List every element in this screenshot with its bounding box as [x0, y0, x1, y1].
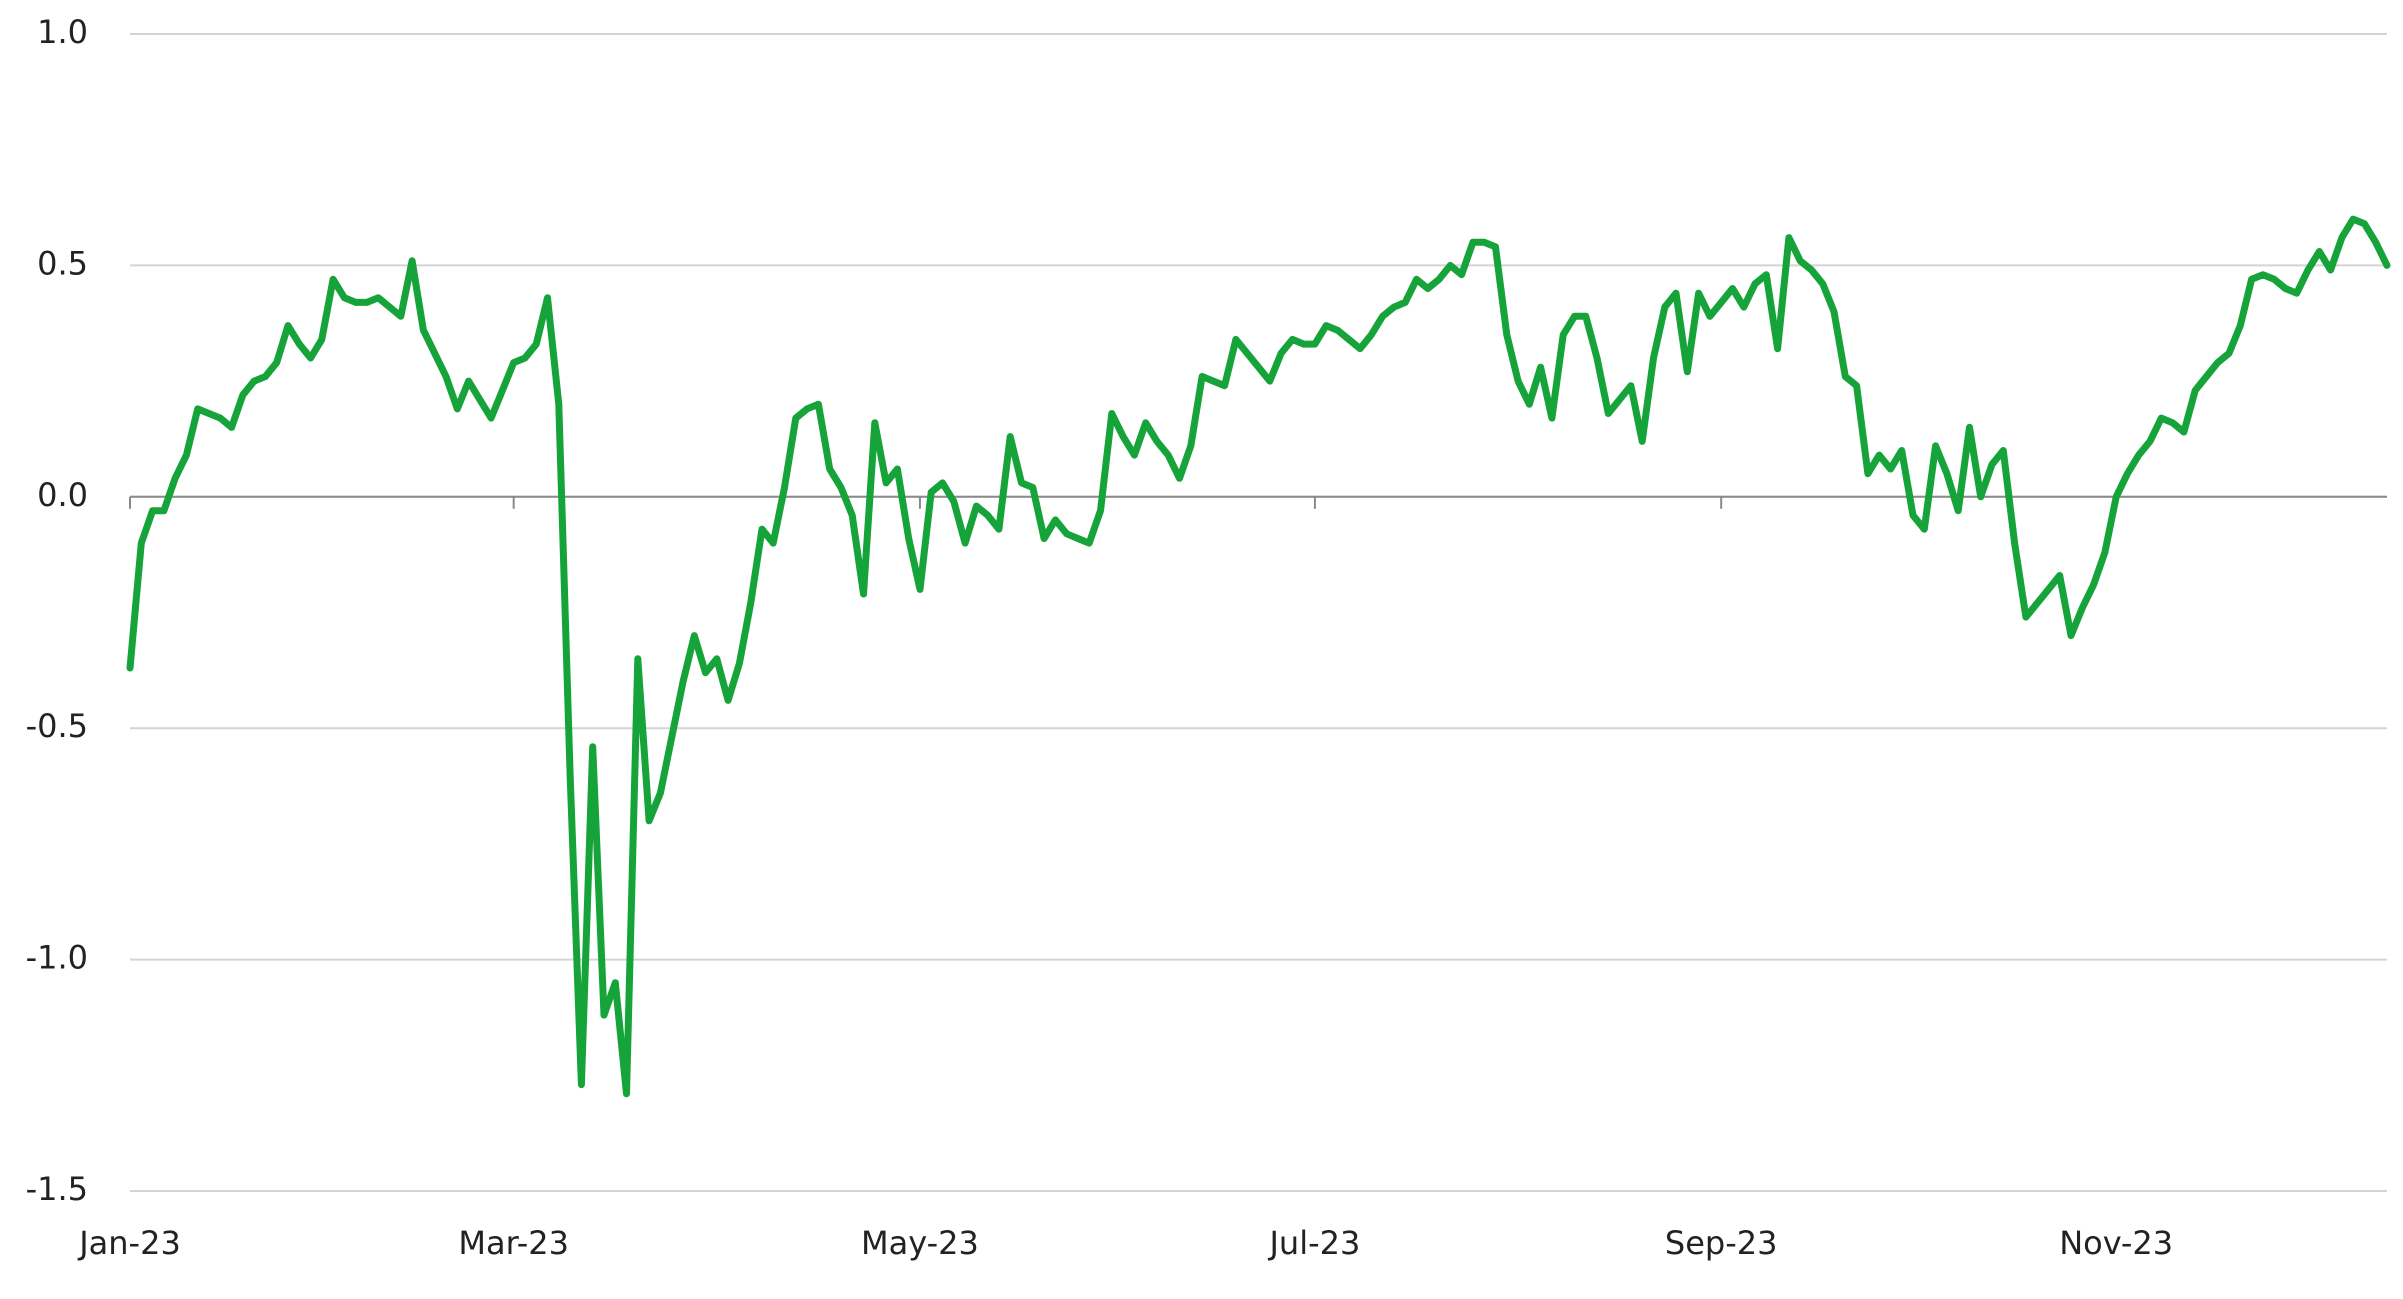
y-tick-label: 1.0 — [37, 13, 88, 51]
line-series — [126, 215, 2391, 1098]
y-tick-label: -1.5 — [26, 1170, 88, 1208]
x-tick-label: Nov-23 — [2059, 1224, 2173, 1262]
x-tick-label: May-23 — [861, 1224, 979, 1262]
y-tick-label: -1.0 — [26, 939, 88, 977]
x-tick-label: Mar-23 — [458, 1224, 569, 1262]
y-tick-label: 0.5 — [37, 244, 88, 282]
y-tick-label: 0.0 — [37, 476, 88, 514]
x-tick-label: Sep-23 — [1665, 1224, 1778, 1262]
y-tick-label: -0.5 — [26, 707, 88, 745]
x-tick-label: Jul-23 — [1267, 1224, 1360, 1262]
x-tick-label: Jan-23 — [77, 1224, 181, 1262]
